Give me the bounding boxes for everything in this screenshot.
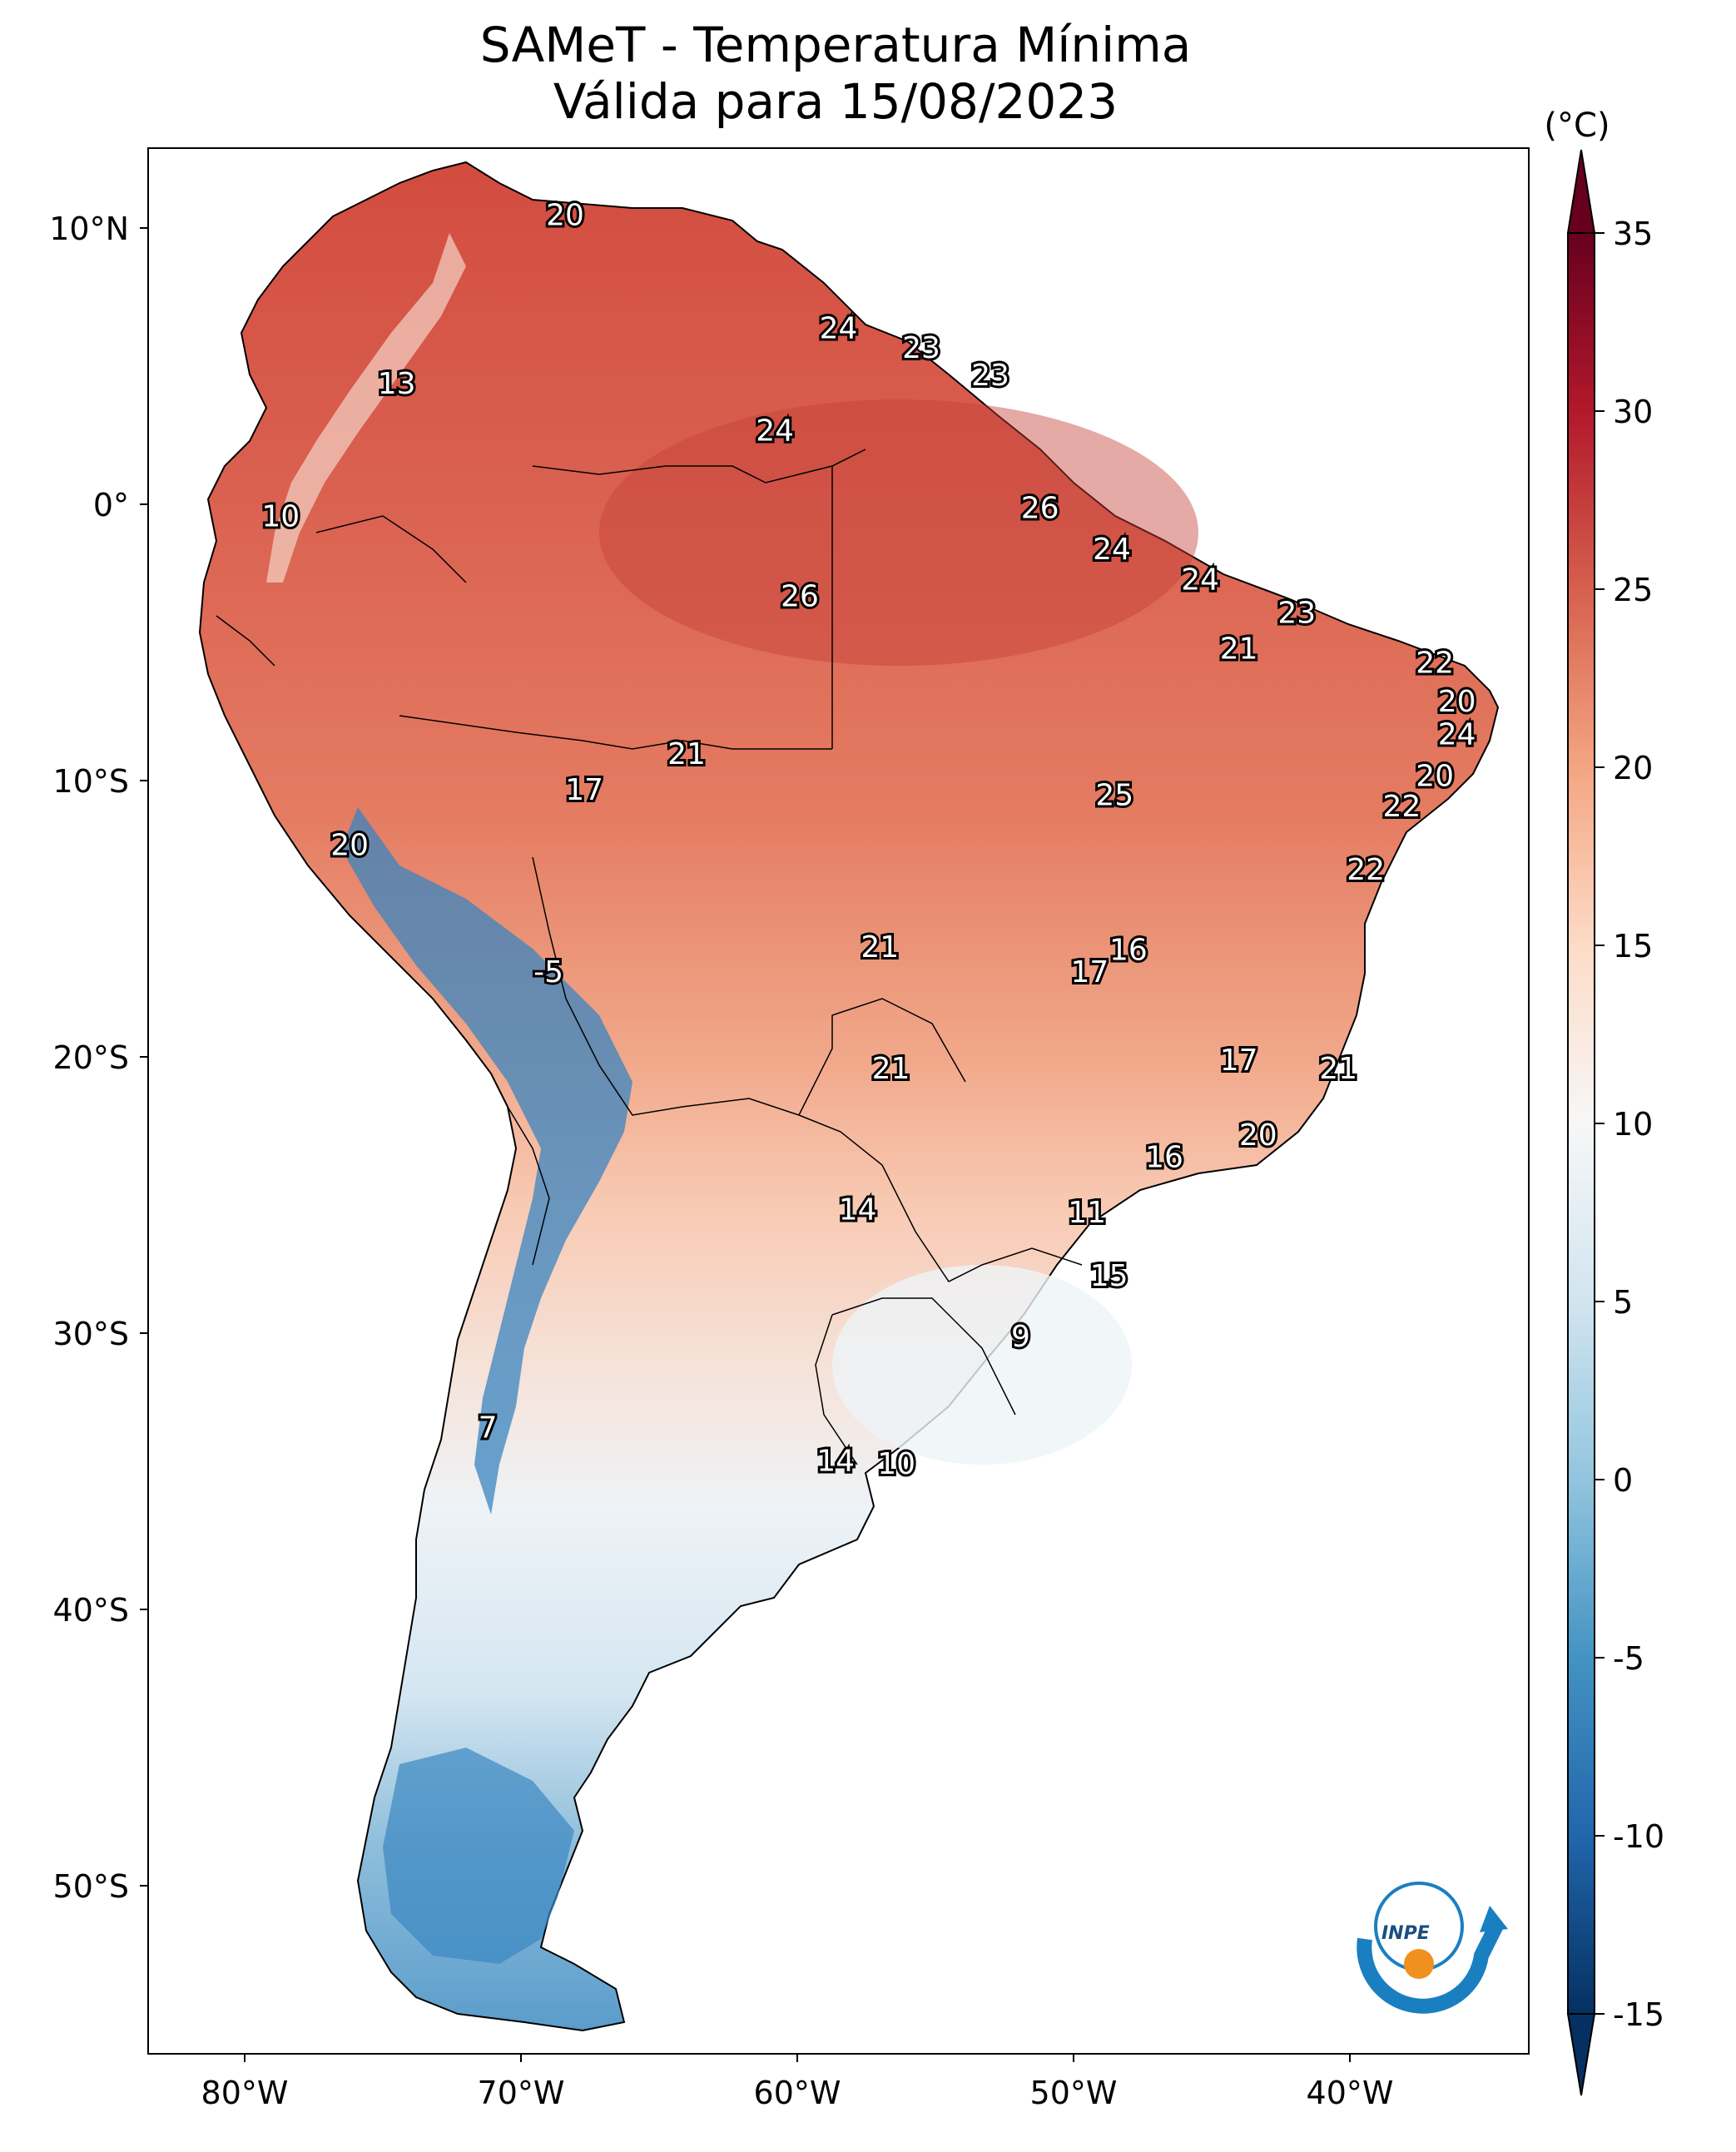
temperature-label: 11 [1068, 1196, 1106, 1230]
x-tick-label: 50°W [1030, 2075, 1118, 2111]
colorbar-tick-label: -5 [1613, 1640, 1644, 1677]
temperature-label: 23 [971, 359, 1009, 393]
temperature-label: 22 [1382, 790, 1421, 824]
colorbar-tick-label: 0 [1613, 1462, 1633, 1499]
y-tick-label: 50°S [53, 1868, 129, 1905]
temperature-label: 14 [839, 1193, 877, 1227]
title-line-2: Válida para 15/08/2023 [553, 73, 1118, 130]
colorbar-tick-label: 5 [1613, 1284, 1633, 1321]
temperature-label: 10 [877, 1447, 915, 1481]
andes-cold-region [341, 807, 632, 1515]
temperature-label: 24 [1093, 533, 1131, 567]
x-tick-marks [244, 2054, 1351, 2062]
temperature-label: 24 [820, 312, 858, 346]
colorbar-tick-label: 30 [1613, 394, 1653, 430]
colombian-andes-region [266, 233, 466, 583]
temperature-label: 22 [1347, 853, 1385, 887]
title-line-1: SAMeT - Temperatura Mínima [479, 17, 1192, 73]
temperature-label: 14 [816, 1444, 855, 1478]
temperature-label: 23 [1277, 597, 1316, 631]
colorbar: 35 30 25 20 15 10 5 0 -5 -10 -15 [1566, 149, 1664, 2096]
temperature-label: 20 [1438, 685, 1476, 719]
colorbar-body [1567, 232, 1595, 2015]
patagonia-cold-region [383, 1748, 574, 1964]
x-tick-label: 60°W [754, 2075, 841, 2111]
temperature-label: 7 [479, 1411, 498, 1445]
y-tick-label: 20°S [53, 1039, 129, 1076]
temperature-label: 17 [1070, 955, 1109, 989]
temperature-label: 25 [1095, 779, 1133, 813]
temperature-label: 21 [872, 1052, 910, 1086]
inpe-logo: INPE [1357, 1882, 1508, 2014]
colorbar-extend-top [1566, 149, 1596, 234]
temperature-label: 20 [330, 828, 369, 862]
temperature-label: 21 [1319, 1052, 1357, 1086]
temperature-label: 20 [1416, 759, 1454, 793]
colorbar-tick-label: 10 [1613, 1106, 1653, 1143]
colorbar-tick-label: -15 [1613, 1996, 1664, 2033]
amazon-warm-region [599, 399, 1198, 666]
temperature-label: 23 [902, 331, 940, 365]
southern-cool-region [832, 1265, 1132, 1465]
map-title: SAMeT - Temperatura Mínima Válida para 1… [143, 17, 1528, 130]
temperature-label: 13 [378, 367, 416, 401]
logo-text: INPE [1381, 1923, 1430, 1944]
temperature-label: 26 [781, 580, 819, 614]
temperature-label: 21 [1220, 632, 1258, 667]
temperature-label: 22 [1416, 646, 1454, 680]
logo-arrow-icon [1480, 1906, 1508, 1932]
temperature-label: 17 [565, 773, 603, 807]
colorbar-tick-label: 20 [1613, 750, 1653, 786]
x-tick-label: 70°W [478, 2075, 565, 2111]
y-tick-label: 40°S [53, 1592, 129, 1629]
temperature-label: 24 [1438, 718, 1476, 752]
temperature-label: 9 [1011, 1320, 1030, 1354]
temperature-label: 20 [1239, 1118, 1277, 1153]
temperature-label: -5 [533, 955, 563, 989]
colorbar-ticks: 35 30 25 20 15 10 5 0 -5 -10 -15 [1595, 216, 1664, 2033]
colorbar-tick-label: 35 [1613, 216, 1653, 252]
x-tick-label: 80°W [201, 2075, 289, 2111]
y-tick-labels: 10°N 0° 10°S 20°S 30°S 40°S 50°S [49, 211, 129, 1905]
colorbar-tick-label: -10 [1613, 1818, 1664, 1855]
colorbar-unit: (°C) [1544, 107, 1610, 145]
colorbar-extend-bottom [1566, 2013, 1596, 2096]
temperature-label: 24 [756, 414, 794, 449]
colorbar-tick-label: 25 [1613, 572, 1653, 608]
y-tick-label: 30°S [53, 1316, 129, 1352]
temperature-label: 16 [1109, 934, 1148, 968]
temperature-label: 17 [1220, 1044, 1258, 1078]
y-tick-label: 0° [93, 487, 129, 523]
x-tick-label: 40°W [1307, 2075, 1394, 2111]
temperature-label: 21 [667, 737, 706, 771]
y-tick-label: 10°S [53, 763, 129, 800]
logo-arc-icon [1357, 1918, 1505, 2014]
temperature-label: 24 [1181, 563, 1219, 598]
logo-sun-icon [1404, 1949, 1434, 1979]
colorbar-tick-label: 15 [1613, 928, 1653, 964]
temperature-label: 20 [546, 199, 584, 233]
y-tick-marks [140, 227, 148, 1887]
temperature-label: 15 [1090, 1259, 1128, 1293]
y-tick-label: 10°N [49, 211, 129, 247]
continent-shape [198, 161, 1500, 2032]
country-borders [216, 449, 1083, 1465]
temperature-label: 10 [261, 499, 300, 533]
x-tick-labels: 80°W 70°W 60°W 50°W 40°W [201, 2075, 1394, 2111]
temperature-label: 26 [1021, 491, 1059, 525]
temperature-label: 16 [1145, 1140, 1183, 1174]
temperature-label: 21 [861, 930, 899, 964]
